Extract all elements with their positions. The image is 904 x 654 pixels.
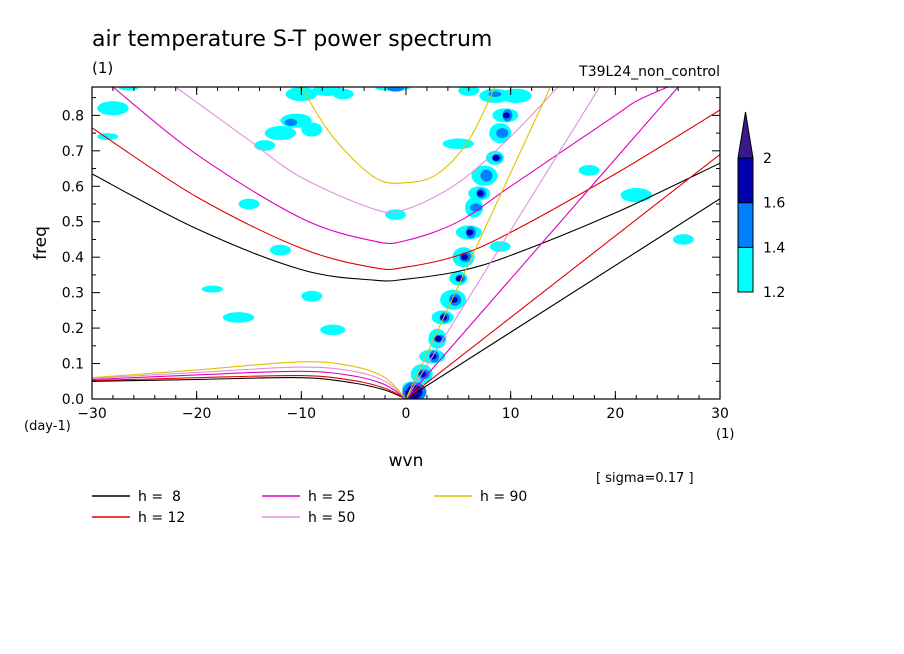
x-tick-label: 20 [606, 406, 624, 422]
x-axis-label: wvn [389, 451, 424, 471]
contour-band-core [476, 190, 484, 197]
contour-blob [264, 126, 297, 141]
x-tick-label: 30 [711, 406, 729, 422]
y-tick-label: 0.2 [62, 321, 84, 337]
contour-blob [201, 285, 223, 293]
contour-blob [301, 290, 323, 302]
curve-inertia-gravity [112, 87, 668, 245]
y-tick-label: 0.3 [62, 286, 84, 302]
curve-rossby [92, 377, 407, 399]
curve-rossby [92, 370, 407, 399]
legend-label: h = 25 [308, 489, 355, 505]
curve-inertia-gravity [92, 109, 720, 271]
curve-kelvin [405, 87, 601, 399]
x-tick-label: −30 [77, 406, 107, 422]
contour-blob [238, 198, 260, 210]
dispersion-curves [92, 87, 720, 399]
contour-band-core [492, 154, 500, 161]
chart-title: air temperature S-T power spectrum [92, 27, 492, 52]
curve-rossby [92, 374, 407, 399]
contour-blob [222, 312, 255, 323]
contour-blob [385, 209, 406, 220]
y-tick-label: 0.1 [62, 357, 84, 373]
colorbar-label: 1.6 [763, 196, 785, 212]
y-tick-label: 0.0 [62, 392, 84, 408]
contour-blob [254, 140, 276, 151]
contour-band-core [461, 254, 469, 261]
colorbar-label: 2 [763, 151, 772, 167]
y-tick-label: 0.7 [62, 144, 84, 160]
contour-blob [97, 101, 129, 116]
contour-blob [387, 87, 404, 92]
contour-blob [320, 324, 346, 336]
y-unit-label: (day-1) [24, 419, 71, 434]
x-axis: −30 −20 −10 0 10 20 30 [77, 87, 729, 422]
colorbar-label: 1.4 [763, 240, 785, 256]
curve-kelvin [405, 87, 679, 399]
legend-label: h = 90 [480, 489, 527, 505]
curve-kelvin [405, 198, 720, 399]
plot-frame [91, 86, 721, 400]
curve-rossby [92, 366, 407, 399]
legend-label: h = 12 [138, 510, 185, 526]
x-tick-label: −10 [287, 406, 317, 422]
curve-kelvin [405, 153, 720, 399]
curve-inertia-gravity [300, 87, 496, 184]
y-axis-label: freq [31, 226, 51, 260]
x-tick-label: 10 [502, 406, 520, 422]
y-tick-label: 0.5 [62, 215, 84, 231]
contour-blob [620, 188, 652, 203]
y-axis: 0.0 0.1 0.2 0.3 0.4 0.5 0.6 0.7 0.8 [62, 97, 720, 408]
contour-blob [269, 244, 291, 256]
contour-band-core [466, 229, 474, 236]
colorbar: 1.2 1.4 1.6 2 [737, 111, 785, 301]
y-tick-label: 0.6 [62, 179, 84, 195]
legend-label: h = 50 [308, 510, 355, 526]
contour-blob [301, 122, 323, 137]
y-tick-label: 0.4 [62, 250, 84, 266]
run-label: T39L24_non_control [578, 64, 720, 80]
contour-band-cell [496, 128, 509, 139]
contour-blob [500, 88, 532, 103]
y-tick-label: 0.8 [62, 108, 84, 124]
contour-band-cell [480, 169, 493, 182]
plot-area: −30 −20 −10 0 10 20 30 0.00.10.20.30.40.50.60.… [62, 86, 729, 422]
legend-label: h = 8 [138, 489, 181, 505]
x-unit-label: (1) [716, 427, 734, 442]
contour-band-cell [470, 203, 483, 212]
units-label: (1) [92, 59, 113, 77]
contour-band-core [434, 335, 442, 342]
contour-blob [672, 234, 694, 245]
curve-rossby [92, 361, 407, 399]
x-tick-label: 0 [402, 406, 411, 422]
sigma-note: [ sigma=0.17 ] [596, 471, 694, 486]
contour-blob [332, 88, 354, 100]
legend: h = 8 h = 12 h = 25 h = 50 h = 90 [92, 489, 527, 526]
curve-inertia-gravity [92, 162, 720, 282]
colorbar-arrow [737, 111, 754, 159]
x-tick-label: −20 [182, 406, 212, 422]
contour-blob [442, 138, 475, 150]
curve-inertia-gravity [175, 87, 559, 214]
colorbar-segment [737, 246, 754, 293]
contour-blob [458, 87, 480, 96]
contour-blob [284, 118, 298, 126]
colorbar-segment [737, 202, 754, 248]
contour-blob [578, 165, 600, 176]
colorbar-label: 1.2 [763, 285, 785, 301]
curve-kelvin [405, 87, 551, 399]
colorbar-segment [737, 157, 754, 204]
contour-band-core [502, 112, 510, 119]
